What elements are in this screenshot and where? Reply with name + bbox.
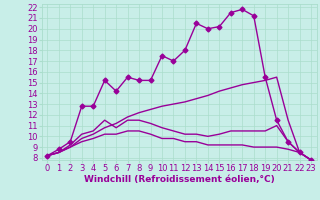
X-axis label: Windchill (Refroidissement éolien,°C): Windchill (Refroidissement éolien,°C)	[84, 175, 275, 184]
